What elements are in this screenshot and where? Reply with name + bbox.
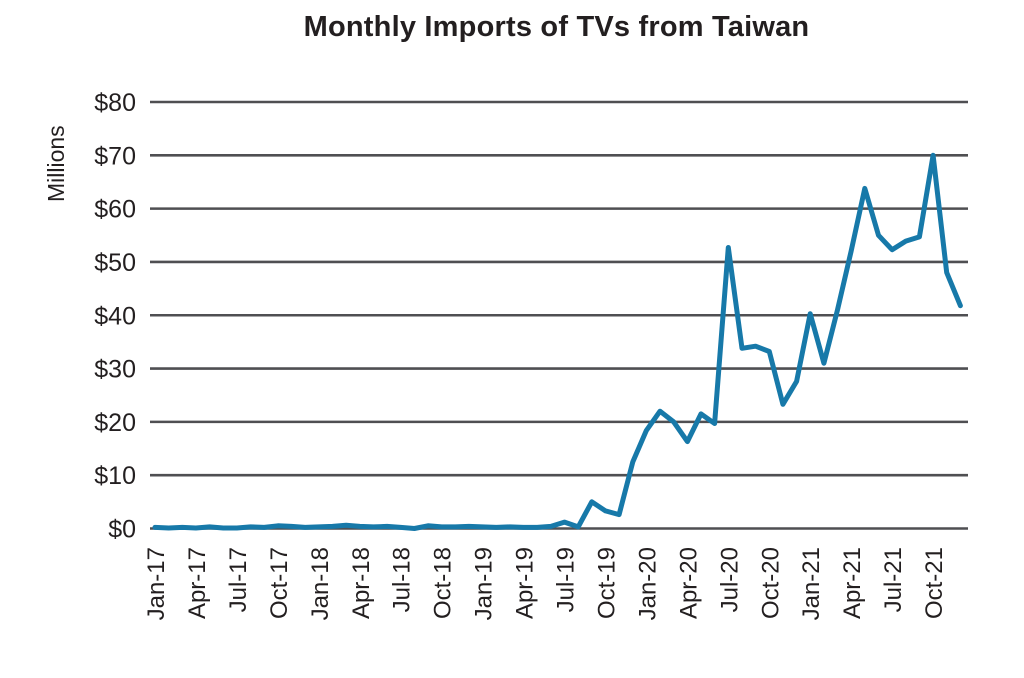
x-tick-label: Apr-18 xyxy=(348,547,375,619)
y-tick-label: $60 xyxy=(94,196,136,224)
y-tick-label: $50 xyxy=(94,249,136,277)
x-tick-label: Apr-19 xyxy=(512,547,539,619)
y-tick-label: $70 xyxy=(94,142,136,170)
x-tick-label: Oct-17 xyxy=(266,547,293,619)
x-tick-label: Jan-19 xyxy=(471,547,498,620)
y-axis-tick-labels: $0 $10 $20 $30 $40 $50 $60 $70 $80 xyxy=(94,89,136,544)
x-tick-label: Jul-21 xyxy=(880,547,907,612)
x-tick-label: Jul-17 xyxy=(225,547,252,612)
gridlines xyxy=(150,100,968,530)
chart-title: Monthly Imports of TVs from Taiwan xyxy=(303,11,810,43)
x-axis-tick-labels: Jan-17 Apr-17 Jul-17 Oct-17 Jan-18 Apr-18 Jul-… xyxy=(143,547,948,620)
y-tick-label: $20 xyxy=(94,409,136,437)
x-tick-label: Oct-18 xyxy=(430,547,457,619)
imports-line-series xyxy=(152,152,963,531)
x-tick-label: Apr-17 xyxy=(184,547,211,619)
y-tick-label: $10 xyxy=(94,462,136,490)
x-tick-label: Jul-20 xyxy=(716,547,743,612)
x-tick-label: Jan-17 xyxy=(143,547,170,620)
x-tick-label: Jul-19 xyxy=(553,547,580,612)
x-tick-label: Oct-19 xyxy=(593,547,620,619)
x-tick-label: Jan-18 xyxy=(307,547,334,620)
x-tick-label: Apr-21 xyxy=(839,547,866,619)
y-tick-label: $80 xyxy=(94,89,136,117)
y-axis-title: Millions xyxy=(43,125,69,202)
x-tick-label: Oct-21 xyxy=(921,547,948,619)
x-tick-label: Jul-18 xyxy=(389,547,416,612)
x-tick-label: Apr-20 xyxy=(675,547,702,619)
x-tick-label: Jan-20 xyxy=(634,547,661,620)
y-tick-label: $0 xyxy=(108,516,136,544)
y-tick-label: $40 xyxy=(94,302,136,330)
x-tick-label: Jan-21 xyxy=(798,547,825,620)
x-tick-label: Oct-20 xyxy=(757,547,784,619)
y-tick-label: $30 xyxy=(94,356,136,384)
